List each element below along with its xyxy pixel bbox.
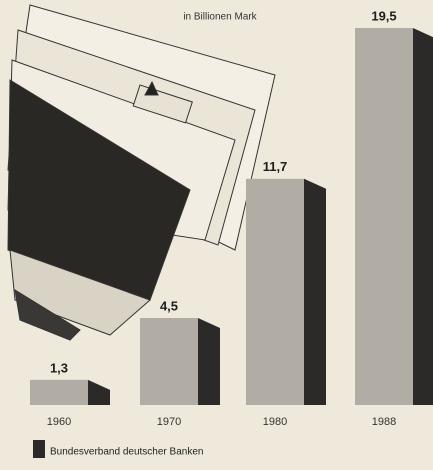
bar (140, 318, 198, 405)
x-tick-label: 1980 (263, 416, 287, 428)
bar-side (88, 379, 110, 405)
bar (30, 379, 88, 405)
value-label: 4,5 (160, 298, 178, 313)
x-tick-label: 1960 (47, 416, 71, 428)
source: Bundesverband deutscher Banken (50, 447, 203, 458)
bar-side (413, 28, 433, 405)
bar (246, 178, 304, 405)
subtitle: in Billionen Mark (183, 12, 257, 23)
value-label: 19,5 (371, 8, 396, 23)
value-label: 1,3 (50, 360, 68, 375)
bar (355, 28, 413, 405)
x-tick-label: 1970 (157, 416, 181, 428)
source-icon (33, 440, 45, 458)
value-label: 11,7 (263, 159, 288, 174)
bar-side (304, 178, 326, 405)
x-tick-label: 1988 (372, 416, 396, 428)
bar-side (198, 318, 220, 405)
illustration (7, 4, 276, 341)
